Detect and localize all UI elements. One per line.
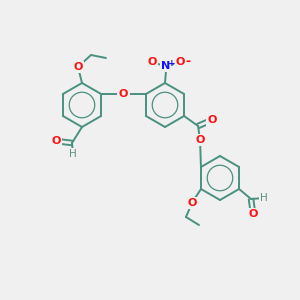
Text: O: O: [175, 57, 185, 67]
Text: -: -: [185, 55, 190, 68]
Text: O: O: [73, 62, 83, 72]
Text: H: H: [260, 193, 268, 203]
Text: N: N: [161, 61, 171, 71]
Text: H: H: [69, 149, 77, 159]
Text: O: O: [119, 89, 128, 99]
Text: O: O: [195, 135, 205, 145]
Text: O: O: [51, 136, 61, 146]
Text: O: O: [207, 115, 217, 125]
Text: O: O: [187, 198, 196, 208]
Text: O: O: [147, 57, 157, 67]
Text: O: O: [248, 209, 258, 219]
Text: +: +: [168, 58, 176, 68]
